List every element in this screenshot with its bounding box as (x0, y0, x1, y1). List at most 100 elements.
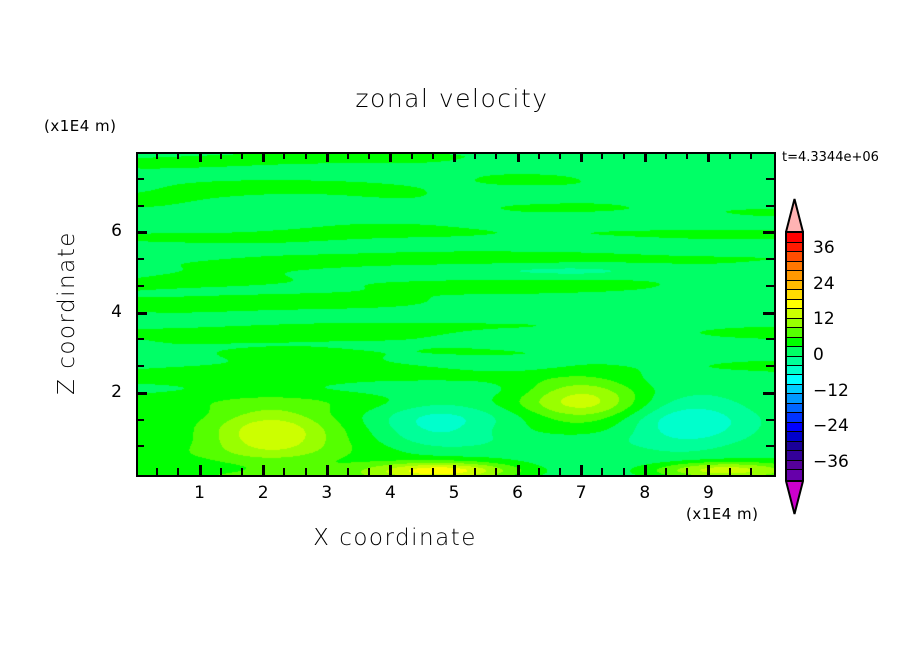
colorbar-band-separator (787, 298, 802, 300)
y-tick-label: 6 (111, 221, 122, 242)
x-tick-major-top (453, 152, 456, 162)
colorbar-band-separator (787, 412, 802, 414)
y-unit-label: (x1E4 m) (44, 117, 117, 135)
under-arrow-icon (784, 480, 805, 515)
x-tick-major-top (325, 152, 329, 162)
x-tick-minor (283, 468, 286, 475)
colorbar-bands (785, 231, 804, 481)
colorbar-band (787, 374, 802, 385)
x-tick-minor (537, 152, 540, 159)
x-tick-major (198, 465, 202, 475)
y-tick-minor (766, 284, 774, 287)
page-title: zonal velocity (355, 84, 549, 113)
x-axis-title: X coordinate (313, 525, 477, 551)
x-tick-minor (347, 468, 349, 475)
y-tick-minor (766, 365, 774, 367)
colorbar-band (787, 308, 802, 319)
x-tick-minor (749, 468, 752, 475)
x-tick-minor (622, 152, 625, 159)
colorbar-band (787, 299, 802, 310)
x-tick-minor (474, 468, 477, 475)
x-tick-minor (368, 468, 371, 475)
colorbar-band-separator (787, 346, 802, 348)
y-tick-minor (766, 177, 774, 180)
x-tick-minor (431, 152, 434, 159)
x-tick-major (643, 465, 647, 475)
colorbar-band (787, 356, 802, 367)
colorbar-band-separator (787, 431, 802, 433)
x-tick-major-top (389, 152, 393, 162)
colorbar-band-separator (787, 308, 802, 310)
colorbar-band-separator (787, 469, 802, 471)
colorbar-over-arrow (784, 198, 805, 233)
y-tick-minor (766, 338, 774, 341)
y-tick-minor (136, 284, 144, 287)
x-tick-major (325, 465, 329, 475)
colorbar-tick-label: 24 (813, 273, 835, 294)
x-tick-minor (537, 468, 540, 475)
x-tick-minor (241, 468, 243, 475)
x-tick-minor (749, 152, 752, 159)
y-tick-label: 2 (111, 381, 122, 402)
x-tick-label: 1 (194, 483, 205, 503)
colorbar-band (787, 242, 802, 253)
y-tick-minor (136, 258, 144, 260)
y-tick-major (136, 391, 147, 395)
colorbar-tick-label: −24 (813, 416, 849, 437)
colorbar-band (787, 469, 802, 480)
x-tick-major-top (198, 152, 202, 162)
colorbar-band (787, 460, 802, 471)
colorbar-band (787, 412, 802, 423)
colorbar-band-separator (787, 440, 802, 442)
x-tick-major-top (516, 152, 520, 162)
colorbar-tick-label: 36 (813, 237, 835, 258)
colorbar-band (787, 318, 802, 329)
x-tick-minor (304, 152, 307, 159)
y-tick-major (136, 231, 147, 235)
x-tick-major-top (580, 152, 584, 162)
colorbar-band (787, 327, 802, 338)
colorbar-band-separator (787, 402, 802, 404)
x-tick-minor (665, 468, 667, 475)
colorbar-band (787, 365, 802, 376)
colorbar-tick-label: 0 (813, 345, 824, 365)
colorbar-band-separator (787, 327, 802, 329)
colorbar-band-separator (787, 355, 802, 357)
x-tick-minor (368, 152, 371, 159)
y-tick-minor (766, 418, 774, 421)
x-tick-major-top (707, 152, 711, 162)
x-tick-minor (156, 468, 159, 475)
x-tick-minor (177, 152, 180, 159)
colorbar-band (787, 289, 802, 300)
colorbar-tick-label: 12 (813, 309, 835, 330)
colorbar-band-separator (787, 421, 802, 423)
colorbar-band-separator (787, 241, 802, 243)
colorbar-band (787, 346, 802, 357)
y-tick-minor (766, 445, 774, 448)
y-tick-minor (136, 418, 144, 421)
colorbar-under-arrow (784, 480, 805, 515)
x-tick-minor (686, 152, 689, 159)
x-tick-major (453, 465, 456, 475)
colorbar-band-separator (787, 374, 802, 376)
x-tick-label: 8 (639, 483, 651, 503)
x-tick-minor (622, 468, 625, 475)
x-tick-label: 6 (512, 483, 523, 503)
y-tick-minor (136, 365, 144, 367)
x-tick-minor (219, 468, 222, 475)
y-tick-minor (766, 204, 774, 207)
colorbar-band (787, 270, 802, 281)
colorbar-band-separator (787, 364, 802, 366)
x-tick-label: 3 (321, 483, 333, 503)
x-tick-minor (283, 152, 286, 159)
x-tick-major (389, 465, 393, 475)
x-tick-minor (219, 152, 222, 159)
x-tick-minor (559, 152, 561, 159)
colorbar-band (787, 337, 802, 348)
colorbar-tick-label: −12 (813, 380, 849, 401)
colorbar-band-separator (787, 336, 802, 338)
y-tick-major (136, 311, 147, 315)
x-tick-label: 2 (257, 483, 269, 503)
x-tick-minor (495, 468, 498, 475)
